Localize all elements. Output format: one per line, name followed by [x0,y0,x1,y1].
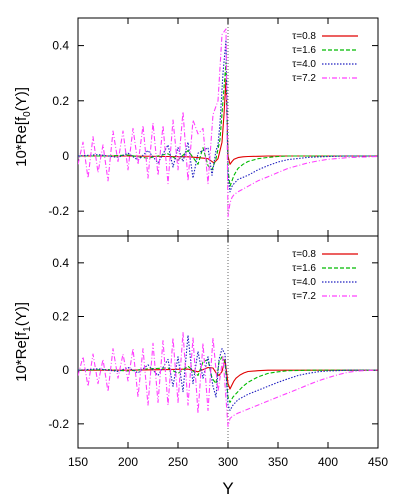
y-axis-label-main: 10*Re[f [13,331,30,382]
legend-label: τ=4.0 [292,277,316,288]
y-axis-label-tail: (Y)] [13,302,30,326]
x-axis-label: Y [222,479,233,498]
series-line-tau_7_2 [78,28,378,218]
y-tick-label: 0 [62,149,69,163]
series-line-tau_0_8 [78,358,378,390]
x-tick-label: 200 [118,455,138,469]
y-axis-label-subscript: 1 [22,326,33,332]
y-tick-label: 0.4 [52,39,69,53]
x-tick-label: 400 [318,455,338,469]
legend: τ=0.8 τ=1.6 τ=4.0 τ=7.2 [292,249,358,302]
legend-label: τ=4.0 [292,59,316,70]
y-axis-label-subscript: 0 [22,111,33,117]
y-tick-label: -0.2 [48,204,69,218]
y-tick-label: 0 [62,363,69,377]
y-tick-label: -0.2 [48,417,69,431]
legend-label: τ=1.6 [292,45,316,56]
y-axis-label-tail: (Y)] [13,87,30,111]
x-tick-label: 350 [268,455,288,469]
series-group [78,28,378,218]
x-tick-label: 150 [68,455,88,469]
x-tick-label: 300 [218,455,238,469]
y-tick-label: 0.2 [52,94,69,108]
y-axis-label-main: 10*Re[f [13,116,30,167]
series-line-tau_7_2 [78,332,378,428]
y-axis-label: 10*Re[f0(Y)] [13,87,33,167]
top-panel: -0.200.20.410*Re[f0(Y)]τ=0.8τ=1.6τ=4.0τ=… [13,17,379,237]
y-tick-label: 0.4 [52,256,69,270]
y-tick-label: 0.2 [52,310,69,324]
legend-label: τ=1.6 [292,263,316,274]
series-group [78,332,378,428]
legend-label: τ=7.2 [292,73,316,84]
legend-label: τ=0.8 [292,249,316,260]
legend: τ=0.8 τ=1.6 τ=4.0 τ=7.2 [292,31,358,84]
bottom-panel: -0.2 0 0.2 0.4 150 200 250 300 350 400 450 10*Re[f1… [13,235,388,469]
legend-label: τ=7.2 [292,291,316,302]
x-tick-label: 250 [168,455,188,469]
legend-label: τ=0.8 [292,31,316,42]
series-line-tau_4_0 [78,334,378,411]
plot-frame [77,17,379,237]
x-tick-label: 450 [368,455,388,469]
series-line-tau_1_6 [78,356,378,403]
y-axis-label: 10*Re[f1(Y)] [13,302,33,382]
